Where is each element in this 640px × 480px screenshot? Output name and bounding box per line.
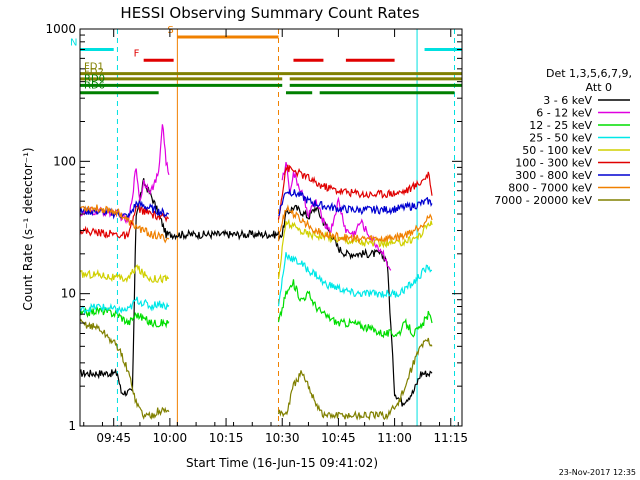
series-line-7-0 — [79, 204, 170, 244]
flag-label-s: S — [167, 25, 173, 36]
x-tick-label-1: 10:00 — [153, 431, 188, 445]
legend-label-7: 800 - 7000 keV — [508, 182, 592, 195]
legend-label-8: 7000 - 20000 keV — [494, 194, 592, 207]
series-line-7-1 — [277, 204, 433, 243]
series-line-5-0 — [79, 204, 169, 240]
flag-label-n: N — [70, 37, 77, 48]
series-line-8-0 — [79, 318, 170, 420]
x-tick-label-5: 11:00 — [377, 431, 412, 445]
legend-label-4: 50 - 100 keV — [522, 144, 592, 157]
legend-label-6: 300 - 800 keV — [515, 169, 592, 182]
legend-title-line-1: Det 1,3,5,6,7,9, — [546, 67, 632, 80]
legend-title-line-2: Att 0 — [586, 81, 612, 94]
legend-label-2: 12 - 25 keV — [529, 119, 592, 132]
series-line-6-0 — [79, 200, 170, 220]
series-line-4-1 — [277, 218, 433, 280]
series-line-2-0 — [79, 304, 170, 329]
legend-label-1: 6 - 12 keV — [536, 107, 592, 120]
footer-date: 23-Nov-2017 12:35 — [559, 468, 636, 477]
x-tick-label-4: 10:45 — [321, 431, 356, 445]
series-line-8-1 — [277, 337, 433, 421]
legend-label-3: 25 - 50 keV — [529, 132, 592, 145]
series-line-2-1 — [277, 279, 433, 339]
series-line-5-1 — [277, 164, 433, 220]
x-tick-label-6: 11:15 — [433, 431, 468, 445]
series-line-6-1 — [278, 188, 433, 217]
flag-label-rd6: RD6 — [84, 81, 105, 92]
x-tick-label-0: 09:45 — [96, 431, 131, 445]
y-tick-label-0: 1 — [68, 419, 76, 433]
series-line-3-0 — [79, 296, 170, 316]
y-tick-label-1: 10 — [61, 287, 76, 301]
flag-label-f: F — [134, 48, 140, 59]
y-axis-label: Count Rate (s⁻¹ detector⁻¹) — [21, 147, 35, 310]
flag-label-rd0: RD0 — [84, 73, 105, 84]
series-line-4-0 — [79, 264, 170, 284]
legend-label-5: 100 - 300 keV — [515, 157, 592, 170]
y-tick-label-3: 1000 — [45, 22, 76, 36]
x-tick-label-2: 10:15 — [209, 431, 244, 445]
y-tick-label-2: 100 — [53, 154, 76, 168]
x-tick-label-3: 10:30 — [265, 431, 300, 445]
axis-ticks: 09:45 10:00 10:15 10:30 10:45 11:00 11:15 1 10 10… — [45, 22, 468, 445]
series-line-3-1 — [277, 252, 433, 307]
flag-label-fd2: FD2 — [84, 67, 104, 78]
chart-title: HESSI Observing Summary Count Rates — [120, 4, 419, 22]
flag-label-fd1: FD1 — [84, 62, 104, 73]
x-axis-label: Start Time (16-Jun-15 09:41:02) — [186, 456, 378, 470]
legend-label-0: 3 - 6 keV — [543, 94, 592, 107]
